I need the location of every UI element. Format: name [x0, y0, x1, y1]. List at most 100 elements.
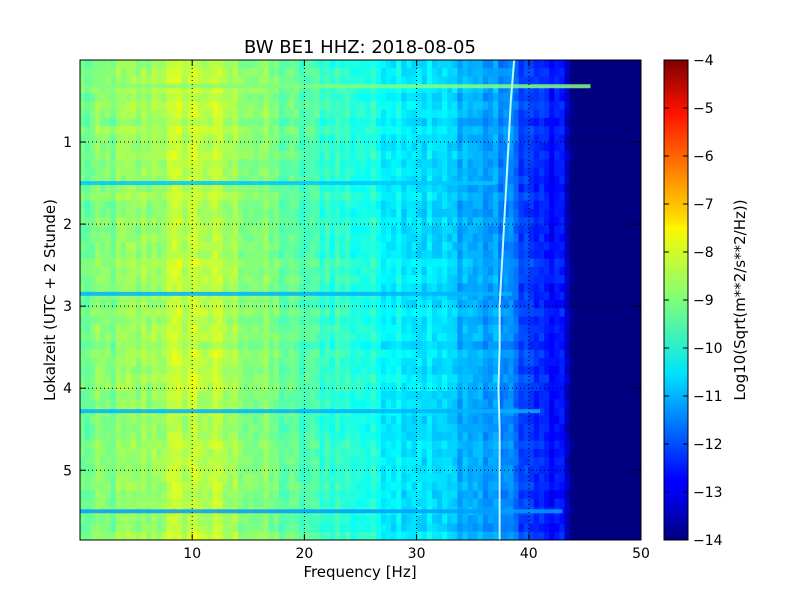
heatmap-cell	[233, 374, 239, 384]
heatmap-cell	[528, 250, 535, 260]
heatmap-cell	[559, 200, 566, 210]
heatmap-cell	[284, 192, 290, 202]
heatmap-cell	[110, 391, 117, 400]
heatmap-cell	[360, 316, 367, 326]
heatmap-cell	[324, 382, 331, 392]
heatmap-cell	[355, 142, 362, 152]
heatmap-cell	[136, 357, 142, 367]
heatmap-cell	[544, 208, 550, 218]
heatmap-cell	[299, 242, 305, 251]
heatmap-cell	[533, 275, 540, 285]
heatmap-cell	[498, 109, 504, 119]
heatmap-cell	[248, 208, 254, 218]
heatmap-cell	[222, 399, 229, 409]
heatmap-cell	[222, 233, 229, 243]
heatmap-cell	[171, 109, 178, 119]
heatmap-cell	[370, 151, 377, 160]
heatmap-cell	[620, 382, 627, 392]
heatmap-cell	[329, 159, 336, 169]
heatmap-cell	[340, 324, 346, 334]
heatmap-cell	[166, 266, 173, 276]
heatmap-cell	[584, 349, 591, 359]
heatmap-cell	[467, 275, 474, 285]
heatmap-cell	[488, 60, 494, 69]
heatmap-cell	[176, 60, 183, 69]
heatmap-cell	[294, 316, 300, 326]
heatmap-cell	[90, 175, 96, 185]
heatmap-cell	[518, 84, 525, 94]
heatmap-cell	[141, 432, 147, 442]
heatmap-cell	[90, 266, 96, 276]
heatmap-cell	[493, 167, 499, 177]
heatmap-cell	[564, 126, 571, 136]
heatmap-cell	[360, 225, 367, 235]
heatmap-cell	[95, 333, 101, 342]
heatmap-cell	[421, 93, 428, 102]
heatmap-cell	[595, 391, 601, 400]
heatmap-cell	[528, 357, 535, 367]
heatmap-cell	[233, 208, 239, 218]
heatmap-cell	[533, 382, 540, 392]
heatmap-cell	[426, 399, 433, 409]
heatmap-cell	[182, 126, 188, 136]
heatmap-cell	[202, 283, 209, 293]
heatmap-cell	[426, 258, 433, 268]
heatmap-cell	[590, 242, 596, 251]
heatmap-cell	[350, 233, 356, 243]
heatmap-cell	[605, 382, 611, 392]
heatmap-cell	[187, 308, 193, 318]
heatmap-cell	[426, 382, 433, 392]
heatmap-cell	[447, 391, 453, 400]
heatmap-cell	[115, 283, 122, 293]
heatmap-cell	[472, 250, 479, 260]
heatmap-cell	[396, 208, 402, 218]
heatmap-cell	[472, 167, 479, 177]
heatmap-cell	[365, 68, 372, 78]
heatmap-cell	[579, 283, 586, 293]
heatmap-cell	[615, 391, 622, 400]
heatmap-cell	[340, 101, 346, 111]
heatmap-cell	[115, 217, 122, 227]
heatmap-cell	[610, 68, 617, 78]
heatmap-cell	[294, 399, 300, 409]
heatmap-cell	[584, 109, 591, 119]
heatmap-cell	[314, 333, 321, 342]
heatmap-cell	[238, 126, 244, 136]
heatmap-cell	[467, 217, 474, 227]
heatmap-cell	[544, 407, 550, 417]
heatmap-cell	[350, 142, 356, 152]
heatmap-cell	[508, 175, 515, 185]
heatmap-cell	[401, 333, 407, 342]
heatmap-cell	[386, 341, 392, 351]
heatmap-cell	[426, 415, 433, 425]
heatmap-cell	[401, 134, 407, 144]
heatmap-cell	[477, 233, 484, 243]
heatmap-cell	[437, 134, 443, 144]
heatmap-cell	[212, 151, 219, 160]
heatmap-cell	[131, 167, 137, 177]
heatmap-cell	[151, 225, 158, 235]
heatmap-cell	[131, 300, 137, 309]
heatmap-cell	[437, 316, 443, 326]
heatmap-cell	[258, 316, 265, 326]
heatmap-cell	[85, 333, 91, 342]
heatmap-cell	[391, 151, 397, 160]
heatmap-cell	[156, 151, 163, 160]
heatmap-cell	[80, 175, 86, 185]
heatmap-cell	[386, 258, 392, 268]
heatmap-cell	[131, 349, 137, 359]
heatmap-cell	[574, 399, 581, 409]
heatmap-cell	[539, 333, 545, 342]
heatmap-cell	[457, 233, 464, 243]
heatmap-cell	[335, 316, 341, 326]
heatmap-cell	[549, 382, 555, 392]
heatmap-cell	[416, 60, 423, 69]
heatmap-cell	[421, 258, 428, 268]
heatmap-cell	[625, 266, 632, 276]
heatmap-cell	[222, 374, 229, 384]
heatmap-cell	[360, 126, 367, 136]
heatmap-cell	[396, 283, 402, 293]
heatmap-cell	[227, 424, 234, 434]
heatmap-cell	[187, 391, 193, 400]
heatmap-cell	[625, 68, 632, 78]
